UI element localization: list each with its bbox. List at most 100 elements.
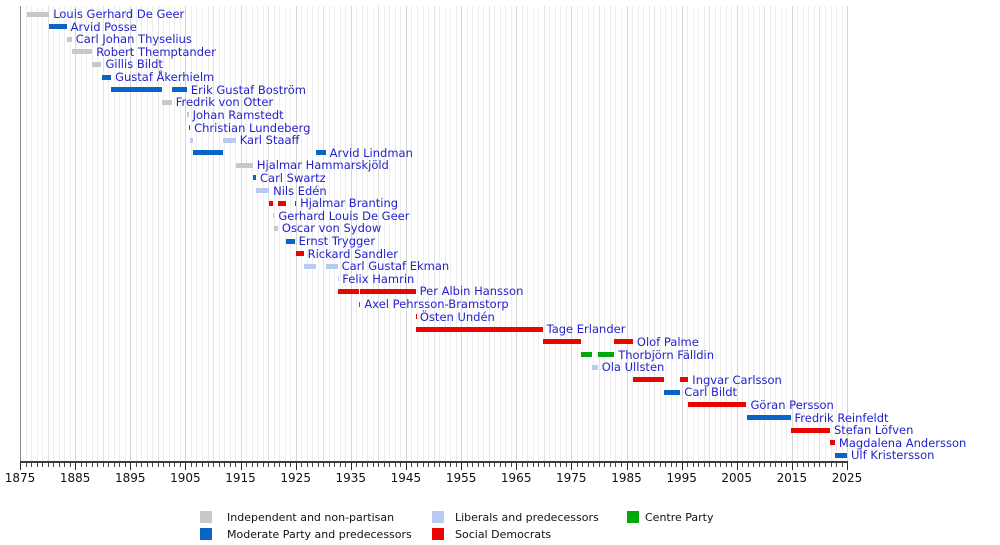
- minister-name[interactable]: Carl Swartz: [260, 170, 326, 185]
- minister-name[interactable]: Arvid Lindman: [329, 145, 413, 160]
- axis-tick: [97, 463, 99, 467]
- term-bar[interactable]: [337, 276, 339, 282]
- minister-name[interactable]: Louis Gerhard De Geer: [53, 7, 185, 21]
- minister-name[interactable]: Östen Undén: [419, 309, 495, 324]
- gridline-2008: [753, 6, 755, 462]
- term-bar[interactable]: [188, 125, 191, 130]
- axis-tick: [58, 463, 60, 467]
- minister-name[interactable]: Stefan Löfven: [834, 423, 914, 438]
- term-bar[interactable]: [71, 49, 93, 55]
- minister-name[interactable]: Hjalmar Hammarskjöld: [256, 158, 389, 173]
- term-bar[interactable]: [286, 238, 295, 244]
- gridline-1976: [576, 6, 578, 462]
- term-bar[interactable]: [274, 225, 278, 231]
- gridline-1983: [615, 6, 617, 462]
- minister-name[interactable]: Felix Hamrin: [342, 271, 415, 286]
- term-bar[interactable]: [186, 112, 189, 118]
- term-bar[interactable]: [269, 200, 273, 206]
- term-bar[interactable]: [256, 188, 270, 193]
- term-bar[interactable]: [632, 377, 664, 383]
- term-bar[interactable]: [680, 377, 689, 383]
- minister-name[interactable]: Arvid Posse: [70, 19, 137, 34]
- term-bar[interactable]: [542, 339, 582, 345]
- minister-name[interactable]: Ernst Trygger: [298, 234, 376, 248]
- minister-name[interactable]: Gillis Bildt: [105, 57, 163, 72]
- minister-name[interactable]: Johan Ramstedt: [192, 107, 284, 122]
- term-bar[interactable]: [316, 150, 326, 156]
- gridline-1920: [268, 6, 270, 462]
- minister-name[interactable]: Robert Themptander: [96, 44, 216, 59]
- term-bar[interactable]: [360, 288, 416, 294]
- minister-name[interactable]: Oscar von Sydow: [281, 221, 382, 236]
- minister-name[interactable]: Nils Edén: [273, 183, 327, 198]
- term-bar[interactable]: [830, 440, 835, 446]
- term-bar[interactable]: [746, 415, 791, 420]
- term-bar[interactable]: [161, 99, 172, 105]
- legend-label-socialdem: Social Democrats: [455, 528, 552, 541]
- term-bar[interactable]: [66, 36, 72, 42]
- minister-name[interactable]: Carl Bildt: [684, 385, 738, 400]
- axis-tick: [654, 463, 655, 467]
- gridline-1903: [174, 6, 176, 462]
- minister-name[interactable]: Göran Persson: [750, 397, 834, 412]
- minister-name[interactable]: Per Albin Hansson: [419, 284, 524, 299]
- minister-name[interactable]: Axel Pehrsson-Bramstorp: [364, 297, 509, 311]
- term-bar[interactable]: [688, 402, 747, 408]
- term-bar[interactable]: [193, 150, 223, 156]
- term-bar[interactable]: [415, 326, 543, 332]
- term-bar[interactable]: [294, 200, 297, 206]
- axis-tick: [146, 463, 148, 467]
- minister-name[interactable]: Hjalmar Branting: [300, 196, 399, 211]
- axis-tick: [102, 463, 104, 467]
- term-bar[interactable]: [338, 288, 359, 294]
- term-bar[interactable]: [834, 452, 847, 458]
- minister-name[interactable]: Carl Gustaf Ekman: [341, 259, 450, 274]
- axis-tick: [477, 463, 479, 467]
- minister-name[interactable]: Fredrik von Otter: [175, 95, 274, 110]
- gridline-1922: [279, 6, 281, 462]
- term-bar[interactable]: [663, 389, 681, 395]
- term-bar[interactable]: [597, 352, 615, 357]
- term-bar[interactable]: [27, 11, 50, 17]
- term-bar[interactable]: [190, 137, 194, 143]
- minister-name[interactable]: Erik Gustaf Boström: [190, 82, 306, 97]
- minister-name[interactable]: Rickard Sandler: [307, 246, 399, 261]
- term-bar[interactable]: [92, 61, 102, 67]
- minister-name[interactable]: Fredrik Reinfeldt: [794, 410, 889, 425]
- minister-name[interactable]: Olof Palme: [636, 334, 699, 349]
- axis-tick: [830, 463, 832, 467]
- term-bar[interactable]: [581, 352, 593, 357]
- term-bar[interactable]: [790, 427, 830, 433]
- minister-name[interactable]: Ulf Kristersson: [851, 448, 935, 463]
- term-bar[interactable]: [49, 24, 67, 30]
- minister-name[interactable]: Ola Ullsten: [601, 360, 665, 375]
- term-bar[interactable]: [358, 301, 361, 307]
- minister-name[interactable]: Carl Johan Thyselius: [75, 32, 192, 47]
- term-bar[interactable]: [614, 339, 633, 345]
- minister-name[interactable]: Tage Erlander: [546, 322, 626, 337]
- minister-name[interactable]: Gustaf Åkerhielm: [115, 70, 215, 84]
- term-bar[interactable]: [111, 87, 162, 93]
- term-bar[interactable]: [325, 263, 338, 269]
- minister-name[interactable]: Magdalena Andersson: [838, 435, 967, 450]
- axis-tick: [764, 463, 766, 467]
- term-bar[interactable]: [101, 74, 112, 80]
- minister-name[interactable]: Gerhard Louis De Geer: [278, 208, 410, 223]
- term-bar[interactable]: [303, 263, 317, 269]
- term-bar[interactable]: [277, 200, 287, 206]
- axis-tick-label: 1915: [225, 471, 256, 485]
- term-bar[interactable]: [222, 137, 236, 143]
- gridline-1875: [20, 6, 21, 462]
- term-bar[interactable]: [415, 314, 417, 320]
- minister-name[interactable]: Karl Staaff: [239, 133, 300, 148]
- term-bar[interactable]: [235, 162, 253, 168]
- term-bar[interactable]: [296, 251, 304, 257]
- minister-name[interactable]: Christian Lundeberg: [194, 120, 311, 135]
- term-bar[interactable]: [171, 87, 187, 93]
- minister-name[interactable]: Ingvar Carlsson: [692, 372, 782, 387]
- term-bar[interactable]: [592, 364, 598, 370]
- minister-name[interactable]: Thorbjörn Fälldin: [618, 347, 715, 362]
- axis-tick: [780, 463, 782, 467]
- term-bar[interactable]: [272, 213, 275, 219]
- term-bar[interactable]: [252, 175, 256, 181]
